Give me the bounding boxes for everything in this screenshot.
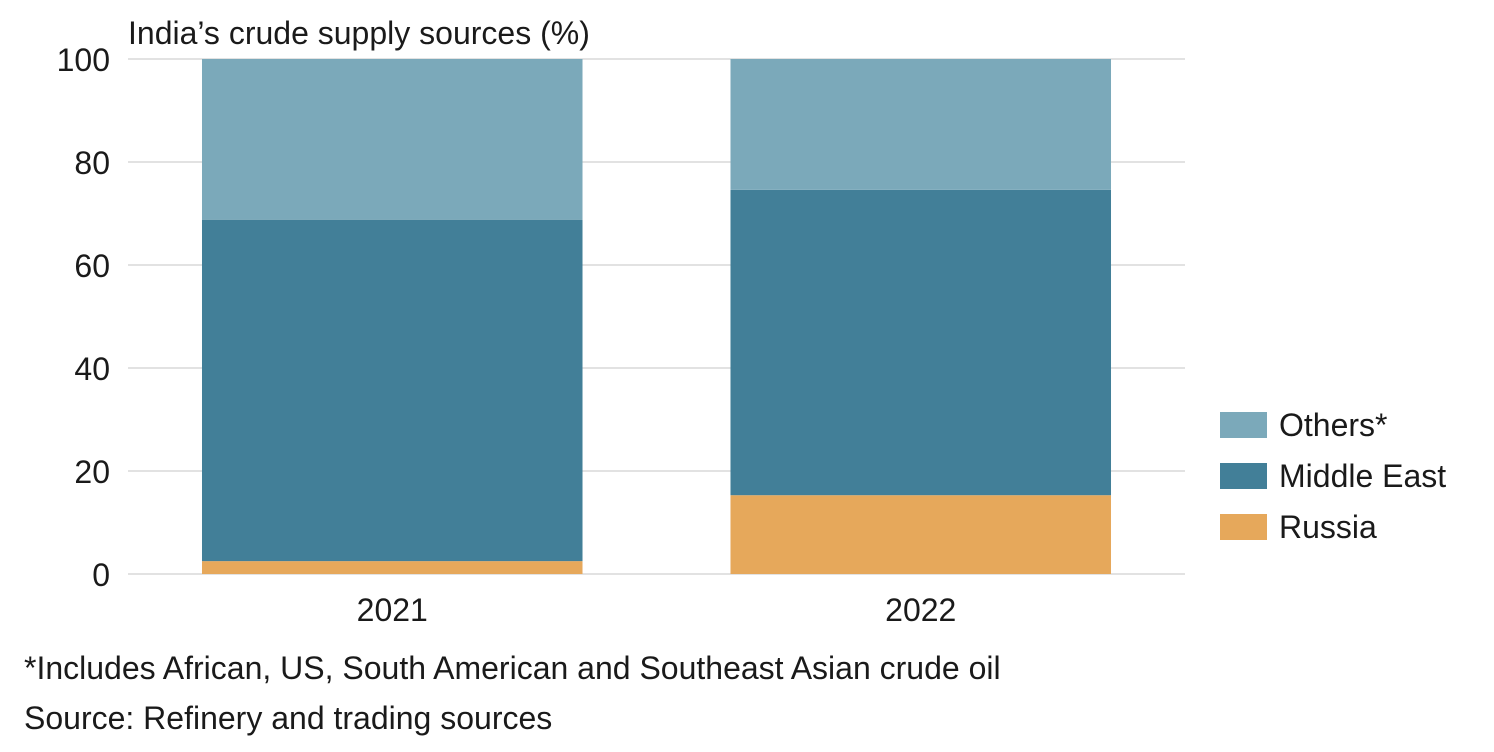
y-tick-label-60: 60 [74, 248, 110, 284]
bar-2022-others [730, 59, 1112, 190]
y-axis-ticks: 0 20 40 60 80 100 [57, 42, 110, 593]
y-tick-label-40: 40 [74, 351, 110, 387]
bar-2022-middle-east [730, 189, 1112, 496]
x-axis-ticks: 2021 2022 [357, 592, 957, 628]
y-tick-label-20: 20 [74, 454, 110, 490]
bar-2021-others [201, 59, 583, 220]
legend-swatch-others [1220, 412, 1267, 438]
bar-2021-middle-east [201, 219, 583, 562]
x-tick-label-2022: 2022 [885, 592, 956, 628]
legend-swatch-middle-east [1220, 463, 1267, 489]
y-tick-label-100: 100 [57, 42, 110, 78]
bar-2021-russia [201, 561, 583, 574]
legend-label-others: Others* [1279, 407, 1387, 443]
y-tick-label-80: 80 [74, 145, 110, 181]
legend-swatch-russia [1220, 514, 1267, 540]
legend-label-middle-east: Middle East [1279, 458, 1446, 494]
bars [201, 59, 1112, 574]
source-note: Source: Refinery and trading sources [24, 700, 553, 736]
footnote: *Includes African, US, South American an… [24, 650, 1001, 686]
bar-2022-russia [730, 495, 1112, 574]
x-tick-label-2021: 2021 [357, 592, 428, 628]
chart-title: India’s crude supply sources (%) [128, 15, 590, 51]
legend-label-russia: Russia [1279, 509, 1377, 545]
legend: Others* Middle East Russia [1220, 407, 1446, 545]
y-tick-label-0: 0 [92, 557, 110, 593]
